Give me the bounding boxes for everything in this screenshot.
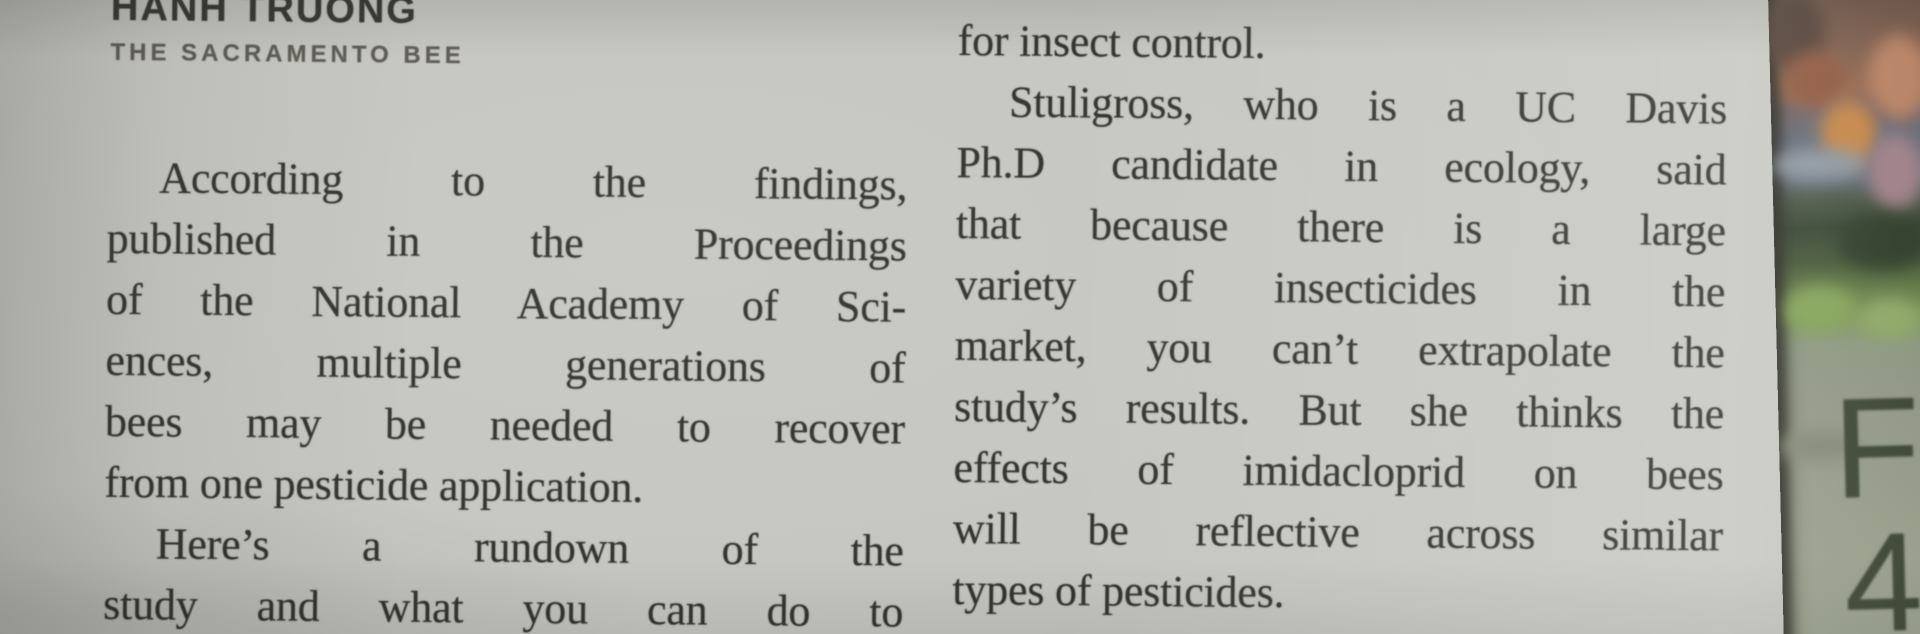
text-line: published in the Proceedings (106, 213, 907, 271)
text-line: bees may be needed to recover (104, 396, 906, 454)
adjacent-page-photo: Fa 47 (1767, 0, 1920, 634)
byline-source: THE SACRAMENTO BEE (110, 38, 465, 70)
text-line: that because there is a large (955, 198, 1727, 256)
text-line: market, you can’t extrapolate the (954, 320, 1725, 378)
text-line: According to the findings, (159, 153, 908, 210)
photo-blob-mauve-flowers (1867, 133, 1920, 210)
text-line: of the National Academy of Sci- (105, 274, 907, 332)
photo-blob-salmon-flowers (1868, 33, 1920, 120)
text-line: study’s results. But she thinks the (953, 381, 1725, 439)
photo-blob-light-grass (1859, 298, 1920, 341)
text-line: from one pesticide application. (104, 457, 644, 512)
text-line: for insect control. (957, 15, 1266, 68)
text-line: variety of insecticides in the (955, 259, 1726, 317)
adjacent-headline-fragment: Fa (1831, 365, 1920, 529)
photo-blob-rust-flowers (1783, 50, 1845, 107)
text-line: will be reflective across similar (952, 503, 1724, 561)
photo-blob-dark-foliage (1837, 213, 1920, 271)
photo-blob-slate-streak (1771, 147, 1868, 181)
byline: HANH TRUONG THE SACRAMENTO BEE (110, 0, 465, 71)
article-column-left: According to the findings, published in … (103, 147, 908, 634)
text-line: Stuligross, who is a UC Davis (1008, 77, 1728, 134)
text-line: Ph.D candidate in ecology, said (956, 137, 1727, 195)
byline-author: HANH TRUONG (110, 0, 419, 32)
text-line-clipped: study and what you can do to (102, 579, 904, 634)
text-line: effects of imidacloprid on bees (953, 442, 1724, 500)
photo-blob-bright-grass (1785, 285, 1857, 332)
text-line: types of pesticides. (952, 564, 1285, 618)
article-column-right: for insect control. Stuligross, who is a… (952, 10, 1728, 627)
text-line: ences, multiple generations of (105, 335, 906, 393)
adjacent-number-fragment: 47 (1842, 500, 1920, 634)
text-line: Here’s a rundown of the (155, 519, 904, 576)
